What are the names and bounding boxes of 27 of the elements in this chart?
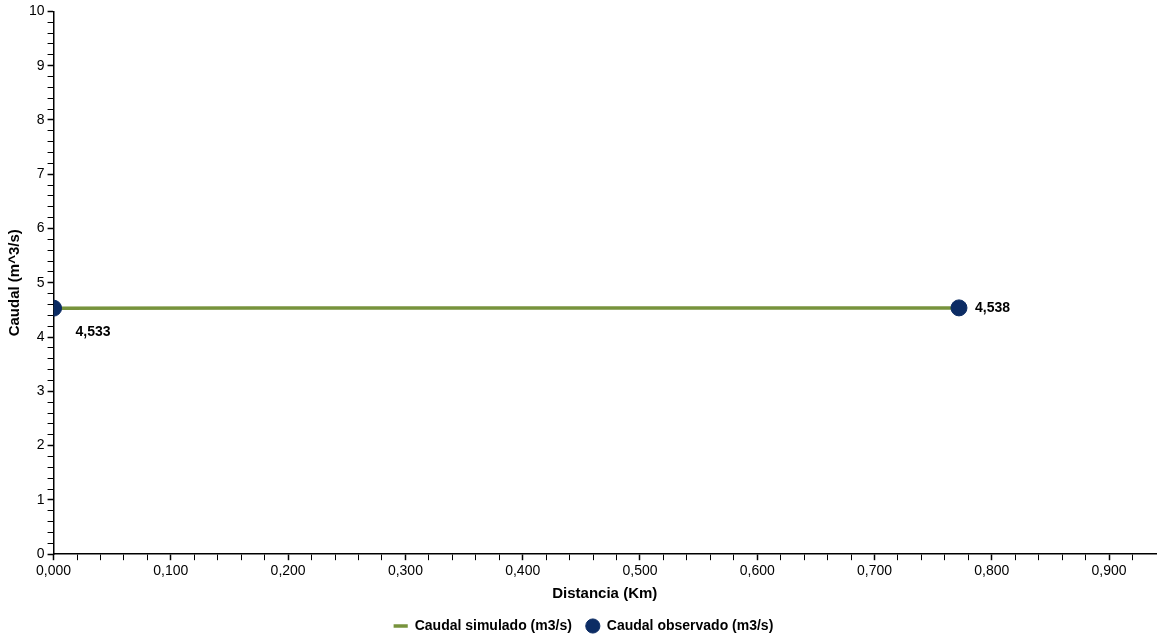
y-tick-label: 2	[36, 436, 45, 453]
x-tick-label: 0,700	[857, 562, 893, 579]
x-tick-label: 0,200	[270, 562, 306, 579]
legend-label: Caudal simulado (m3/s)	[414, 616, 572, 633]
y-tick-label: 5	[36, 273, 45, 290]
y-tick-label: 6	[36, 219, 45, 236]
y-tick-label: 7	[36, 165, 45, 182]
y-tick-label: 1	[36, 490, 45, 507]
data-label: 4,533	[75, 323, 111, 340]
x-tick-label: 0,400	[505, 562, 541, 579]
y-tick-label: 9	[36, 56, 45, 73]
x-tick-label: 0,600	[739, 562, 775, 579]
x-tick-label: 0,000	[36, 562, 72, 579]
x-tick-label: 0,800	[974, 562, 1010, 579]
y-tick-label: 8	[36, 110, 45, 127]
y-tick-label: 0	[36, 545, 45, 562]
x-axis-title: Distancia (Km)	[552, 584, 658, 602]
legend-label: Caudal observado (m3/s)	[606, 616, 774, 633]
y-tick-label: 10	[28, 2, 45, 19]
y-tick-label: 4	[36, 327, 45, 344]
x-tick-label: 0,500	[622, 562, 658, 579]
x-tick-label: 0,100	[153, 562, 189, 579]
y-tick-label: 3	[36, 382, 45, 399]
data-label: 4,538	[974, 298, 1011, 315]
x-tick-label: 0,300	[387, 562, 424, 579]
x-tick-label: 0,900	[1091, 562, 1127, 579]
y-axis-title: Caudal (m^3/s)	[5, 229, 23, 337]
